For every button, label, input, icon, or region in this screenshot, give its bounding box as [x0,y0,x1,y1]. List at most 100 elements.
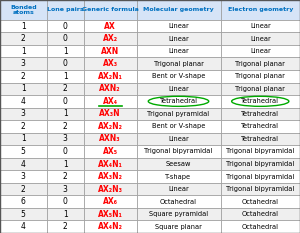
Text: Seesaw: Seesaw [166,161,191,167]
Text: 5: 5 [21,147,26,156]
Bar [46,108,84,120]
Bar [46,32,84,45]
Text: Trigonal planar: Trigonal planar [235,73,285,79]
Text: AXN₃: AXN₃ [99,134,121,144]
Bar [0,145,46,158]
Bar [84,120,136,133]
Text: AX₃: AX₃ [103,59,118,68]
Text: Linear: Linear [168,86,189,92]
Text: 2: 2 [63,122,68,131]
Text: Octahedral: Octahedral [242,211,279,217]
Text: Bent or V-shape: Bent or V-shape [152,73,205,79]
Bar [0,95,46,108]
Bar [136,57,220,70]
Text: 3: 3 [21,172,26,181]
Text: 0: 0 [63,22,68,31]
Bar [46,120,84,133]
Text: AX: AX [104,22,116,31]
Text: Linear: Linear [168,48,189,54]
Bar [136,208,220,220]
Text: 3: 3 [21,59,26,68]
Text: 2: 2 [63,222,68,231]
Bar [0,220,46,233]
Bar [220,70,300,82]
Bar [84,158,136,170]
Text: 1: 1 [63,72,68,81]
Bar [220,45,300,57]
Bar [46,183,84,195]
Text: 1: 1 [21,134,26,144]
Bar [136,32,220,45]
Bar [0,108,46,120]
Bar [46,82,84,95]
Bar [220,108,300,120]
Text: Tetrahedral: Tetrahedral [241,136,279,142]
Text: AX₅N₁: AX₅N₁ [98,210,123,219]
Text: 3: 3 [63,134,68,144]
Bar [46,57,84,70]
Text: Electron geometry: Electron geometry [228,7,293,12]
Bar [220,82,300,95]
Bar [46,45,84,57]
Text: Linear: Linear [250,36,271,42]
Bar [0,183,46,195]
Text: 3: 3 [63,185,68,194]
Bar [0,195,46,208]
Bar [46,145,84,158]
Text: Lone pairs: Lone pairs [47,7,84,12]
Bar [84,195,136,208]
Bar [220,133,300,145]
Text: Octahedral: Octahedral [160,199,197,205]
Text: 1: 1 [63,47,68,56]
Bar [0,82,46,95]
Bar [136,183,220,195]
Bar [220,32,300,45]
Bar [84,183,136,195]
Bar [84,70,136,82]
Text: Generic formula: Generic formula [82,7,139,12]
Text: 1: 1 [63,210,68,219]
Bar [220,0,300,20]
Text: 2: 2 [63,84,68,93]
Text: AX₃N₂: AX₃N₂ [98,172,123,181]
Bar [46,170,84,183]
Bar [220,20,300,32]
Bar [46,95,84,108]
Text: Tetrahedral: Tetrahedral [160,98,197,104]
Text: 1: 1 [21,47,26,56]
Bar [84,133,136,145]
Text: Trigonal bipyramidal: Trigonal bipyramidal [144,148,213,154]
Bar [136,220,220,233]
Bar [84,82,136,95]
Text: Linear: Linear [168,136,189,142]
Bar [136,20,220,32]
Bar [46,70,84,82]
Bar [136,108,220,120]
Text: Tetrahedral: Tetrahedral [241,111,279,117]
Text: 3: 3 [21,109,26,118]
Bar [0,158,46,170]
Bar [220,145,300,158]
Text: 2: 2 [21,72,26,81]
Text: Octahedral: Octahedral [242,224,279,230]
Bar [136,195,220,208]
Text: 2: 2 [21,122,26,131]
Text: 2: 2 [63,172,68,181]
Text: 1: 1 [63,160,68,168]
Bar [136,158,220,170]
Bar [136,70,220,82]
Bar [136,0,220,20]
Text: AX₄: AX₄ [103,97,118,106]
Text: 1: 1 [21,84,26,93]
Text: 1: 1 [21,22,26,31]
Bar [84,220,136,233]
Text: Trigonal bipyramidal: Trigonal bipyramidal [226,186,294,192]
Text: 5: 5 [21,210,26,219]
Bar [46,158,84,170]
Text: 2: 2 [21,34,26,43]
Text: AX₂N₁: AX₂N₁ [98,72,123,81]
Bar [46,195,84,208]
Bar [84,95,136,108]
Text: 4: 4 [21,222,26,231]
Text: 4: 4 [21,97,26,106]
